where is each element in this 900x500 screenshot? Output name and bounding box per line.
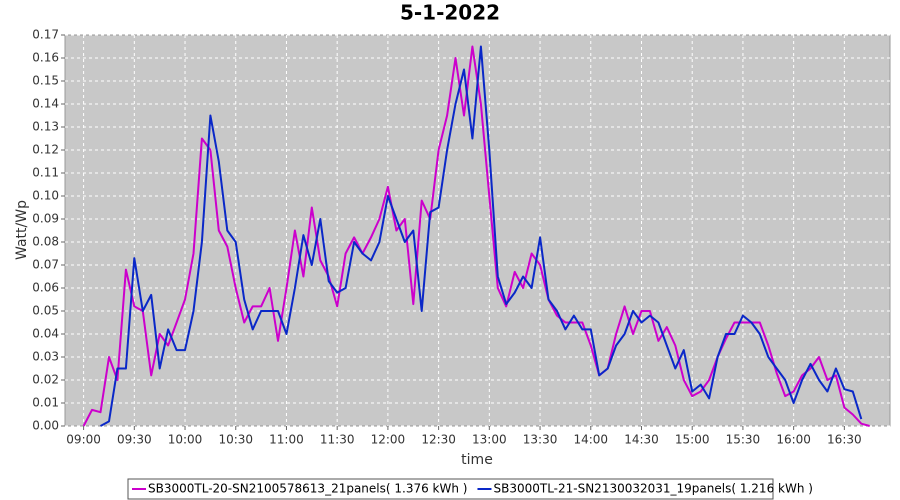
x-tick-label: 12:00 bbox=[371, 433, 406, 447]
data-line bbox=[100, 45, 863, 427]
y-tick-label: 0.07 bbox=[32, 258, 59, 272]
x-tick-label: 15:00 bbox=[675, 433, 710, 447]
x-tick-label: 09:30 bbox=[117, 433, 152, 447]
x-tick-label: 16:30 bbox=[827, 433, 862, 447]
y-tick-label: 0.08 bbox=[32, 235, 59, 249]
y-tick-label: 0.05 bbox=[32, 304, 59, 318]
y-tick-label: 0.02 bbox=[32, 373, 59, 387]
y-tick-label: 0.04 bbox=[32, 327, 59, 341]
x-tick-label: 16:00 bbox=[776, 433, 811, 447]
x-axis-label: time bbox=[461, 452, 493, 468]
y-tick-label: 0.14 bbox=[32, 97, 59, 111]
y-tick-label: 0.10 bbox=[32, 189, 59, 203]
x-tick-label: 11:00 bbox=[269, 433, 304, 447]
x-tick-label: 13:30 bbox=[523, 433, 558, 447]
legend bbox=[127, 478, 774, 500]
y-tick-label: 0.03 bbox=[32, 350, 59, 364]
y-tick-label: 0.06 bbox=[32, 281, 59, 295]
x-tick-label: 10:30 bbox=[218, 433, 253, 447]
x-tick-label: 13:00 bbox=[472, 433, 507, 447]
x-tick-label: 09:00 bbox=[66, 433, 101, 447]
x-tick-label: 11:30 bbox=[320, 433, 355, 447]
x-tick-label: 15:30 bbox=[726, 433, 761, 447]
y-tick-label: 0.12 bbox=[32, 143, 59, 157]
y-axis-label: Watt/Wp bbox=[14, 200, 30, 260]
y-tick-label: 0.16 bbox=[32, 51, 59, 65]
y-tick-label: 0.15 bbox=[32, 74, 59, 88]
x-tick-label: 14:00 bbox=[573, 433, 608, 447]
legend-label: SB3000TL-21-SN2130032031_19panels( 1.216… bbox=[493, 482, 812, 496]
y-tick-label: 0.17 bbox=[32, 28, 59, 42]
y-tick-label: 0.09 bbox=[32, 212, 59, 226]
y-tick-label: 0.00 bbox=[32, 419, 59, 433]
legend-label: SB3000TL-20-SN2100578613_21panels( 1.376… bbox=[148, 482, 467, 496]
x-tick-label: 10:00 bbox=[168, 433, 203, 447]
y-tick-label: 0.13 bbox=[32, 120, 59, 134]
y-tick-label: 0.01 bbox=[32, 396, 59, 410]
x-tick-label: 12:30 bbox=[421, 433, 456, 447]
x-tick-label: 14:30 bbox=[624, 433, 659, 447]
chart-title: 5-1-2022 bbox=[400, 1, 500, 25]
y-tick-label: 0.11 bbox=[32, 166, 59, 180]
